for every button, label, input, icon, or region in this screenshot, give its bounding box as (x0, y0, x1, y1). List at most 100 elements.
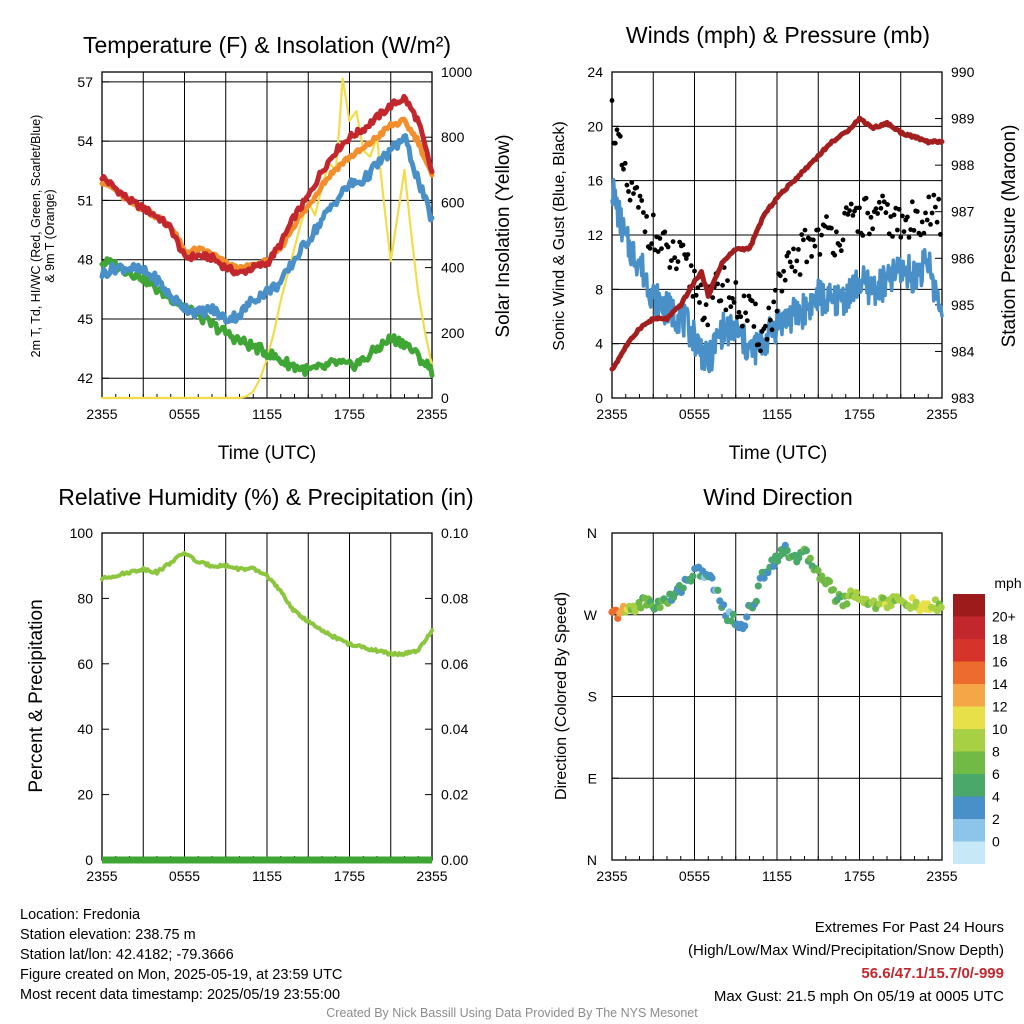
gust-point (677, 239, 683, 245)
gust-point (639, 198, 645, 203)
gust-point (644, 214, 649, 219)
wind-series-gust (609, 98, 943, 354)
gust-point (819, 232, 824, 238)
gust-point (870, 226, 876, 232)
direction-point (754, 582, 762, 590)
direction-point (887, 601, 895, 610)
gust-point (753, 301, 758, 307)
gust-point (657, 236, 663, 241)
temp-ytick-label: 48 (77, 252, 93, 268)
gust-point (725, 278, 730, 283)
gust-point (923, 210, 928, 216)
gust-point (763, 323, 768, 329)
gust-point (931, 192, 937, 198)
temp-xtick-label: 1155 (252, 406, 282, 422)
dir-ytick-label: W (584, 607, 598, 623)
gust-point (865, 210, 871, 216)
gust-point (662, 229, 668, 235)
direction-point (852, 589, 861, 597)
wind-xtick-label: 2355 (596, 406, 627, 422)
gust-point (674, 266, 679, 272)
temp-ylabel-line1: 2m T, Td, HI/WC (Red, Green, Scarlet/Blu… (29, 115, 43, 358)
gust-point (919, 219, 925, 225)
gust-point (799, 232, 805, 238)
wind-y2tick-label: 988 (951, 157, 975, 173)
direction-point (714, 586, 722, 594)
gust-point (718, 298, 724, 304)
gust-point (774, 308, 780, 314)
gust-point (883, 210, 889, 216)
gust-point (794, 258, 800, 264)
gust-point (715, 281, 720, 287)
colorbar-tick-label: 16 (992, 654, 1008, 670)
rh-xtick-label: 1155 (252, 868, 282, 884)
gust-point (751, 324, 757, 329)
direction-point (770, 562, 778, 570)
direction-point (806, 554, 814, 562)
wind-y2tick-label: 987 (951, 204, 975, 220)
gust-point (769, 327, 775, 333)
gust-point (749, 298, 755, 304)
dir-xtick-label: 1755 (844, 868, 875, 884)
latlon-text: Station lat/lon: 42.4182; -79.3666 (20, 947, 234, 963)
gust-point (703, 302, 709, 308)
colorbar-tick-label: 6 (992, 766, 1000, 782)
gust-point (680, 242, 686, 248)
rh-xtick-label: 1755 (334, 868, 365, 884)
wind-y2label: Station Pressure (Maroon) (999, 125, 1020, 348)
gust-point (933, 204, 938, 210)
gust-point (867, 231, 872, 237)
dir-xtick-label: 2355 (926, 868, 957, 884)
rh-xtick-label: 2355 (86, 868, 117, 884)
temp-ytick-label: 45 (77, 311, 93, 327)
gust-point (738, 314, 744, 320)
gust-point (781, 268, 786, 274)
dir-title: Wind Direction (703, 484, 853, 510)
gust-point (621, 166, 626, 172)
gust-point (840, 237, 846, 243)
direction-point (760, 574, 768, 582)
gust-point (891, 212, 897, 218)
gust-point (744, 318, 750, 323)
colorbar-tick-label: 18 (992, 631, 1008, 647)
gust-point (804, 259, 810, 265)
colorbar-swatch (953, 616, 985, 639)
extremes-subheading: (High/Low/Max Wind/Precipitation/Snow De… (688, 942, 1004, 959)
temp-xtick-label: 2355 (416, 406, 447, 422)
temp-series-2m-t (99, 93, 435, 277)
direction-point (752, 597, 761, 606)
wind-y2tick-label: 984 (951, 343, 975, 359)
gust-point (609, 98, 615, 103)
credit-text: Created By Nick Bassill Using Data Provi… (326, 1006, 698, 1020)
wind-ytick-label: 4 (595, 336, 603, 352)
colorbar-label: mph (994, 575, 1021, 591)
temp-y2tick-label: 800 (441, 129, 465, 145)
direction-point (689, 572, 697, 580)
gust-point (909, 199, 915, 205)
rh-xtick-label: 2355 (416, 868, 447, 884)
gust-point (936, 196, 942, 202)
rh-ytick-label: 20 (77, 787, 93, 803)
wind-series-sonic-wind (610, 177, 944, 374)
gust-point (624, 182, 630, 188)
temp-ytick-label: 57 (77, 74, 93, 90)
winds-pressure-chart: 2355 0555 1155 1755 235504812162024983984985… (551, 22, 1020, 464)
gust-point (838, 248, 844, 254)
temperature-insolation-chart: 2355 0555 1155 1755 2355 42 45 48 51 54 57 0 200 400 6… (29, 32, 514, 464)
gust-point (845, 212, 851, 217)
gust-point (672, 255, 678, 261)
gust-point (817, 252, 823, 257)
temp-series-td (99, 256, 435, 379)
gust-point (688, 263, 694, 269)
gust-point (837, 242, 843, 248)
temp-title: Temperature (F) & Insolation (W/m²) (83, 32, 451, 58)
gust-point (905, 214, 910, 220)
colorbar-swatch (953, 774, 985, 797)
gust-point (829, 225, 834, 231)
direction-point (912, 598, 920, 606)
gust-point (850, 213, 856, 218)
gust-point (650, 212, 656, 218)
gust-point (873, 206, 879, 212)
direction-point (937, 603, 945, 611)
colorbar-swatch (953, 819, 985, 842)
